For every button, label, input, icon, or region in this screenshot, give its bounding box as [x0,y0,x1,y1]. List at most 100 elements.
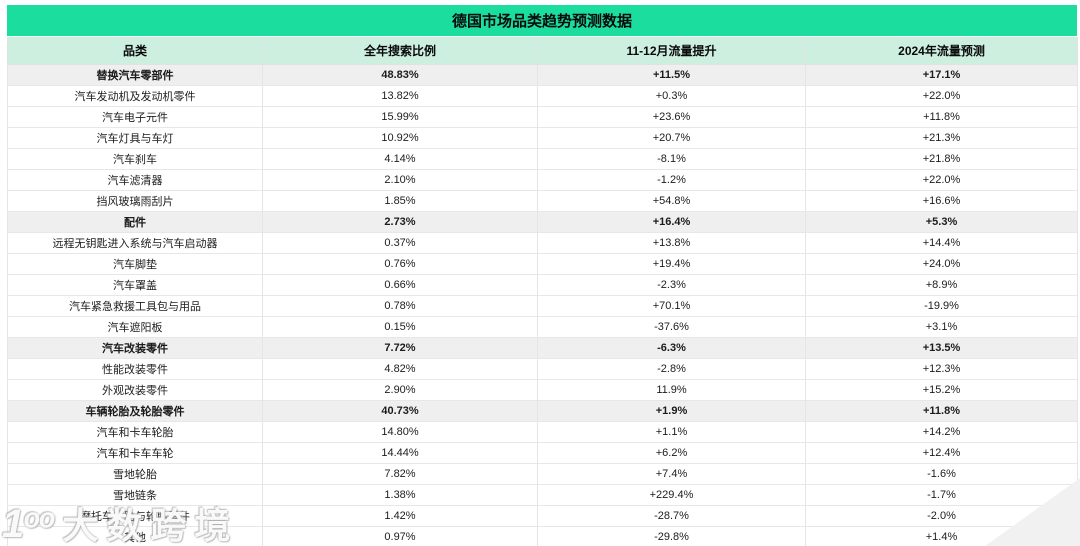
table-row: 汽车改装零件 7.72% -6.3% +13.5% [7,337,1078,359]
lift-cell: +1.1% [537,421,806,443]
search-share-cell: 0.97% [262,526,538,546]
search-share-cell: 0.76% [262,253,538,275]
forecast-cell: +21.8% [805,148,1078,170]
forecast-cell: +21.3% [805,127,1078,149]
lift-cell: +54.8% [537,190,806,212]
forecast-cell: +8.9% [805,274,1078,296]
table-title-bar: 德国市场品类趋势预测数据 [7,5,1077,36]
forecast-cell: +16.6% [805,190,1078,212]
forecast-cell: +11.8% [805,106,1078,128]
category-cell: 替换汽车零部件 [7,64,263,86]
search-share-cell: 4.82% [262,358,538,380]
lift-cell: -29.8% [537,526,806,546]
table-row: 汽车滤清器 2.10% -1.2% +22.0% [7,169,1078,191]
search-share-cell: 14.80% [262,421,538,443]
search-share-cell: 2.10% [262,169,538,191]
lift-cell: -37.6% [537,316,806,338]
table-row: 替换汽车零部件 48.83% +11.5% +17.1% [7,64,1078,86]
category-cell: 车辆轮胎及轮胎零件 [7,400,263,422]
forecast-cell: +3.1% [805,316,1078,338]
table-row: 性能改装零件 4.82% -2.8% +12.3% [7,358,1078,380]
forecast-cell: +22.0% [805,169,1078,191]
category-cell: 汽车和卡车轮胎 [7,421,263,443]
forecast-table-sheet: 德国市场品类趋势预测数据 品类 全年搜索比例 11-12月流量提升 2024年流量预测… [7,5,1078,546]
lift-cell: -2.3% [537,274,806,296]
category-cell: 汽车发动机及发动机零件 [7,85,263,107]
category-cell: 汽车灯具与车灯 [7,127,263,149]
search-share-cell: 2.73% [262,211,538,233]
category-cell: 远程无钥匙进入系统与汽车启动器 [7,232,263,254]
forecast-cell: +13.5% [805,337,1078,359]
table-row: 汽车脚垫 0.76% +19.4% +24.0% [7,253,1078,275]
table-row: 汽车遮阳板 0.15% -37.6% +3.1% [7,316,1078,338]
table-row: 挡风玻璃雨刮片 1.85% +54.8% +16.6% [7,190,1078,212]
column-header-3: 2024年流量预测 [805,37,1078,65]
search-share-cell: 15.99% [262,106,538,128]
search-share-cell: 1.85% [262,190,538,212]
lift-cell: +70.1% [537,295,806,317]
search-share-cell: 0.66% [262,274,538,296]
table-row: 摩托车轮胎与轮胎零件 1.42% -28.7% -2.0% [7,505,1078,527]
column-header-1: 全年搜索比例 [262,37,538,65]
forecast-cell: -1.6% [805,463,1078,485]
search-share-cell: 7.82% [262,463,538,485]
forecast-cell: +14.2% [805,421,1078,443]
table-row: 其他 0.97% -29.8% +1.4% [7,526,1078,546]
lift-cell: +11.5% [537,64,806,86]
column-header-2: 11-12月流量提升 [537,37,806,65]
table-row: 外观改装零件 2.90% 11.9% +15.2% [7,379,1078,401]
category-cell: 外观改装零件 [7,379,263,401]
category-cell: 雪地轮胎 [7,463,263,485]
table-row: 汽车紧急救援工具包与用品 0.78% +70.1% -19.9% [7,295,1078,317]
lift-cell: +13.8% [537,232,806,254]
forecast-cell: +15.2% [805,379,1078,401]
search-share-cell: 14.44% [262,442,538,464]
search-share-cell: 1.42% [262,505,538,527]
search-share-cell: 10.92% [262,127,538,149]
table-header-row: 品类 全年搜索比例 11-12月流量提升 2024年流量预测 [7,37,1078,65]
forecast-cell: +12.4% [805,442,1078,464]
lift-cell: +1.9% [537,400,806,422]
table-title: 德国市场品类趋势预测数据 [451,13,632,30]
category-cell: 摩托车轮胎与轮胎零件 [7,505,263,527]
lift-cell: -28.7% [537,505,806,527]
search-share-cell: 13.82% [262,85,538,107]
search-share-cell: 4.14% [262,148,538,170]
category-cell: 汽车遮阳板 [7,316,263,338]
search-share-cell: 48.83% [262,64,538,86]
lift-cell: -6.3% [537,337,806,359]
category-cell: 性能改装零件 [7,358,263,380]
category-cell: 汽车脚垫 [7,253,263,275]
category-cell: 配件 [7,211,263,233]
table-row: 车辆轮胎及轮胎零件 40.73% +1.9% +11.8% [7,400,1078,422]
lift-cell: +20.7% [537,127,806,149]
category-cell: 汽车罩盖 [7,274,263,296]
forecast-cell: +17.1% [805,64,1078,86]
forecast-cell: +5.3% [805,211,1078,233]
lift-cell: +16.4% [537,211,806,233]
category-cell: 雪地链条 [7,484,263,506]
lift-cell: +7.4% [537,463,806,485]
table-row: 雪地轮胎 7.82% +7.4% -1.6% [7,463,1078,485]
search-share-cell: 0.37% [262,232,538,254]
forecast-cell: +12.3% [805,358,1078,380]
category-cell: 汽车改装零件 [7,337,263,359]
table-row: 汽车刹车 4.14% -8.1% +21.8% [7,148,1078,170]
table-row: 汽车罩盖 0.66% -2.3% +8.9% [7,274,1078,296]
forecast-cell: +22.0% [805,85,1078,107]
search-share-cell: 0.78% [262,295,538,317]
table-row: 汽车和卡车轮胎 14.80% +1.1% +14.2% [7,421,1078,443]
search-share-cell: 1.38% [262,484,538,506]
table-row: 远程无钥匙进入系统与汽车启动器 0.37% +13.8% +14.4% [7,232,1078,254]
lift-cell: +6.2% [537,442,806,464]
lift-cell: -1.2% [537,169,806,191]
lift-cell: +23.6% [537,106,806,128]
lift-cell: -2.8% [537,358,806,380]
forecast-cell: +11.8% [805,400,1078,422]
table-row: 汽车电子元件 15.99% +23.6% +11.8% [7,106,1078,128]
category-cell: 汽车刹车 [7,148,263,170]
lift-cell: 11.9% [537,379,806,401]
category-cell: 汽车紧急救援工具包与用品 [7,295,263,317]
lift-cell: +229.4% [537,484,806,506]
category-cell: 其他 [7,526,263,546]
